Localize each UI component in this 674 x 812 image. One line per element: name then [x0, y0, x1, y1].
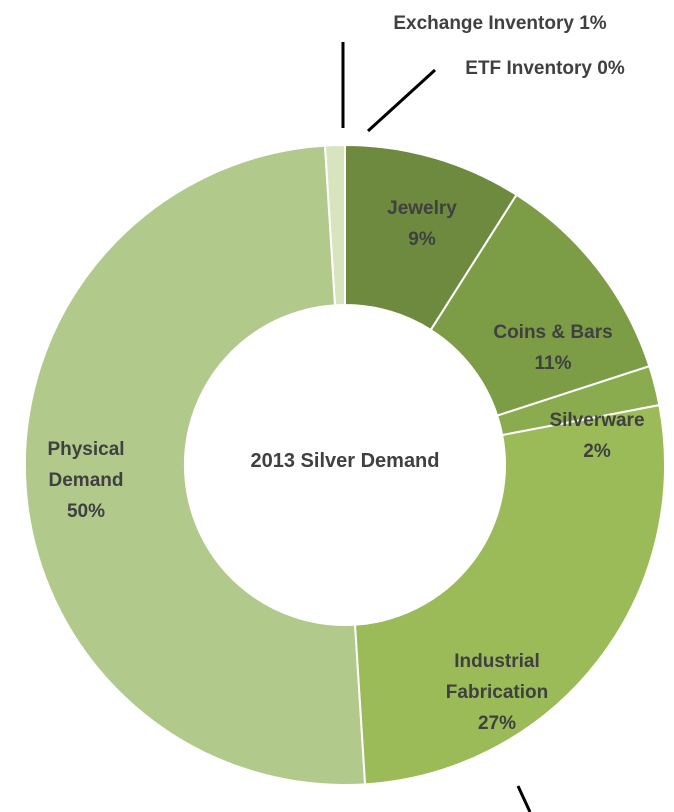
value-label: 50% — [66, 501, 106, 522]
slice-label: Physical Demand 50% — [16, 434, 156, 527]
category-label: Physical Demand — [47, 439, 125, 491]
donut-slice — [344, 143, 518, 332]
chart-title: 2013 Silver Demand — [250, 450, 440, 472]
value-label: 9% — [408, 229, 436, 250]
value-label: 0% — [597, 58, 625, 79]
donut-slice — [353, 403, 666, 786]
donut-slice — [429, 193, 651, 417]
value-label: 1% — [579, 13, 607, 34]
slice-label: Jewelry 9% — [352, 193, 492, 255]
slice-label: Industrial Fabrication 27% — [412, 646, 582, 739]
category-label: Exchange Inventory — [393, 13, 574, 34]
category-label: Coins & Bars — [493, 322, 613, 343]
leader-line — [516, 785, 532, 812]
category-label: Silverware — [549, 410, 645, 431]
slice-label: Exchange Inventory 1% — [330, 8, 670, 39]
donut-slice — [24, 144, 367, 786]
category-label: ETF Inventory — [465, 58, 592, 79]
donut-slice — [495, 364, 661, 437]
value-label: 27% — [477, 713, 517, 734]
leader-line — [366, 68, 437, 133]
value-label: 11% — [534, 353, 572, 374]
slice-label: ETF Inventory 0% — [420, 53, 670, 84]
value-label: 2% — [583, 441, 611, 462]
slice-label: Coins & Bars 11% — [458, 317, 648, 379]
category-label: Industrial Fabrication — [445, 651, 549, 703]
slice-label: Silverware 2% — [527, 405, 667, 467]
category-label: Jewelry — [387, 198, 457, 219]
